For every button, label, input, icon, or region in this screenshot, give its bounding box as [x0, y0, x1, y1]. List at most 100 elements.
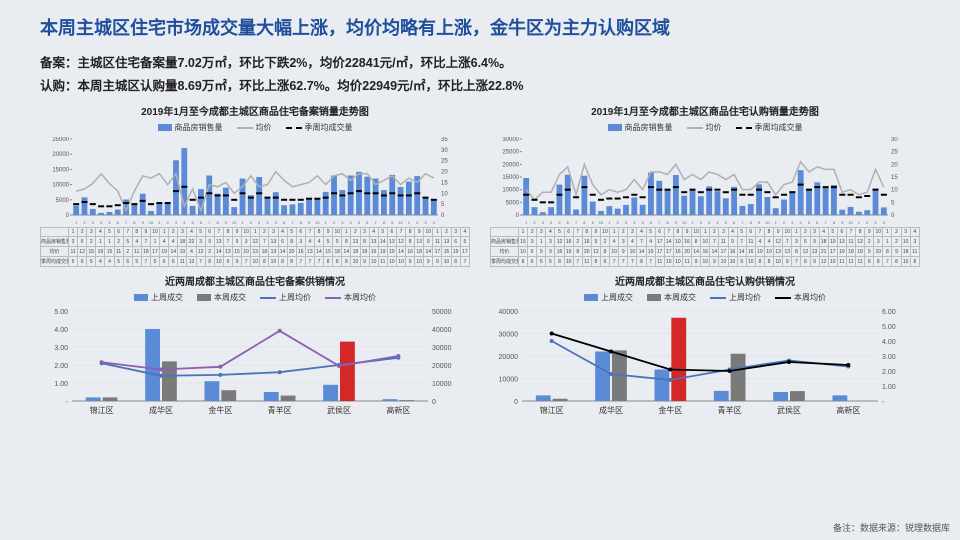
svg-text:25: 25	[891, 150, 898, 156]
svg-text:2: 2	[250, 220, 253, 225]
svg-text:4: 4	[266, 220, 269, 225]
svg-text:3: 3	[625, 220, 628, 225]
svg-text:4.00: 4.00	[882, 339, 896, 346]
svg-text:7: 7	[741, 220, 744, 225]
svg-text:35: 35	[441, 137, 448, 143]
chart4-legend: 上周成交本周成交上周均价本周均价	[490, 292, 920, 303]
summary-bullets: 备案：主城区住宅备案量7.02万㎡，环比下跌2%，均价22841元/㎡，环比上涨…	[0, 48, 960, 103]
svg-text:7: 7	[824, 220, 827, 225]
svg-text:1: 1	[158, 220, 161, 225]
svg-text:10000: 10000	[499, 377, 519, 384]
svg-text:9: 9	[675, 220, 678, 225]
svg-text:10: 10	[848, 220, 853, 225]
svg-text:0: 0	[66, 213, 70, 219]
svg-text:3.00: 3.00	[54, 345, 68, 352]
bullet-1: 备案：主城区住宅备案量7.02万㎡，环比下跌2%，均价22841元/㎡，环比上涨…	[40, 52, 920, 75]
chart3-legend: 上周成交本周成交上周均价本周均价	[40, 292, 470, 303]
svg-text:20000: 20000	[432, 363, 452, 370]
chart-top-left: 2019年1月至今成都主城区商品住宅备案销量走势图 商品房销售量均价季周均成交量…	[40, 103, 470, 267]
svg-text:6: 6	[733, 220, 736, 225]
svg-text:0: 0	[441, 213, 445, 219]
svg-text:2: 2	[866, 220, 869, 225]
svg-text:高新区: 高新区	[386, 405, 410, 415]
svg-text:30000: 30000	[499, 332, 519, 339]
svg-text:30000: 30000	[432, 345, 452, 352]
svg-text:9: 9	[592, 220, 595, 225]
svg-text:锦江区: 锦江区	[540, 405, 564, 415]
svg-text:7: 7	[374, 220, 377, 225]
svg-text:4: 4	[100, 220, 103, 225]
svg-text:3: 3	[424, 220, 427, 225]
svg-text:2.00: 2.00	[882, 369, 896, 376]
chart2-legend: 商品房销售量均价季周均成交量	[490, 122, 920, 133]
svg-text:6: 6	[283, 220, 286, 225]
svg-text:0: 0	[516, 213, 520, 219]
svg-text:5000: 5000	[56, 198, 70, 204]
svg-text:1: 1	[408, 220, 411, 225]
svg-text:4.00: 4.00	[54, 327, 68, 334]
svg-text:5: 5	[641, 220, 644, 225]
svg-text:2: 2	[333, 220, 336, 225]
svg-text:2: 2	[83, 220, 86, 225]
svg-text:1: 1	[325, 220, 328, 225]
svg-text:5.00: 5.00	[54, 309, 68, 316]
svg-text:6: 6	[567, 220, 570, 225]
svg-text:3: 3	[542, 220, 545, 225]
svg-text:4: 4	[350, 220, 353, 225]
svg-text:0: 0	[514, 399, 518, 406]
svg-text:7: 7	[575, 220, 578, 225]
svg-text:5: 5	[808, 220, 811, 225]
svg-text:1: 1	[525, 220, 528, 225]
svg-text:4: 4	[883, 220, 886, 225]
svg-text:10000: 10000	[502, 188, 519, 194]
svg-text:5: 5	[275, 220, 278, 225]
svg-text:20000: 20000	[502, 162, 519, 168]
svg-text:10: 10	[315, 220, 320, 225]
svg-text:30000: 30000	[502, 137, 519, 143]
svg-text:3: 3	[874, 220, 877, 225]
svg-text:成华区: 成华区	[599, 405, 623, 415]
svg-text:5: 5	[108, 220, 111, 225]
svg-text:8: 8	[300, 220, 303, 225]
svg-text:1.00: 1.00	[54, 381, 68, 388]
svg-text:4: 4	[433, 220, 436, 225]
svg-text:3.00: 3.00	[882, 354, 896, 361]
svg-text:5: 5	[725, 220, 728, 225]
svg-text:5: 5	[441, 202, 445, 208]
page-title: 本周主城区住宅市场成交量大幅上涨，均价均略有上涨，金牛区为主力认购区域	[0, 0, 960, 48]
svg-text:7: 7	[658, 220, 661, 225]
svg-text:30: 30	[891, 137, 898, 143]
svg-text:20000: 20000	[52, 152, 69, 158]
svg-text:30: 30	[441, 148, 448, 154]
svg-text:青羊区: 青羊区	[718, 405, 742, 415]
svg-text:金牛区: 金牛区	[658, 405, 682, 415]
svg-text:7: 7	[125, 220, 128, 225]
svg-text:7: 7	[291, 220, 294, 225]
svg-text:2: 2	[617, 220, 620, 225]
svg-text:1: 1	[608, 220, 611, 225]
svg-text:8: 8	[216, 220, 219, 225]
svg-text:1: 1	[75, 220, 78, 225]
svg-text:9: 9	[225, 220, 228, 225]
svg-text:3: 3	[708, 220, 711, 225]
svg-text:武侯区: 武侯区	[777, 405, 801, 415]
svg-text:9: 9	[391, 220, 394, 225]
svg-text:9: 9	[758, 220, 761, 225]
svg-text:5: 5	[191, 220, 194, 225]
svg-text:3: 3	[92, 220, 95, 225]
svg-text:10000: 10000	[432, 381, 452, 388]
svg-text:1: 1	[691, 220, 694, 225]
chart1-legend: 商品房销售量均价季周均成交量	[40, 122, 470, 133]
chart4-svg: 010000200003000040000-1.002.003.004.005.…	[490, 307, 910, 417]
svg-text:2: 2	[167, 220, 170, 225]
svg-text:8: 8	[133, 220, 136, 225]
svg-text:8: 8	[383, 220, 386, 225]
svg-text:5.00: 5.00	[882, 324, 896, 331]
svg-text:40000: 40000	[432, 327, 452, 334]
svg-text:5000: 5000	[506, 200, 520, 206]
svg-text:5: 5	[891, 200, 895, 206]
svg-text:2: 2	[533, 220, 536, 225]
chart1-title: 2019年1月至今成都主城区商品住宅备案销量走势图	[40, 103, 470, 118]
svg-text:6.00: 6.00	[882, 309, 896, 316]
chart1-table: 1234567891012345678910123456789101234567…	[40, 227, 470, 267]
